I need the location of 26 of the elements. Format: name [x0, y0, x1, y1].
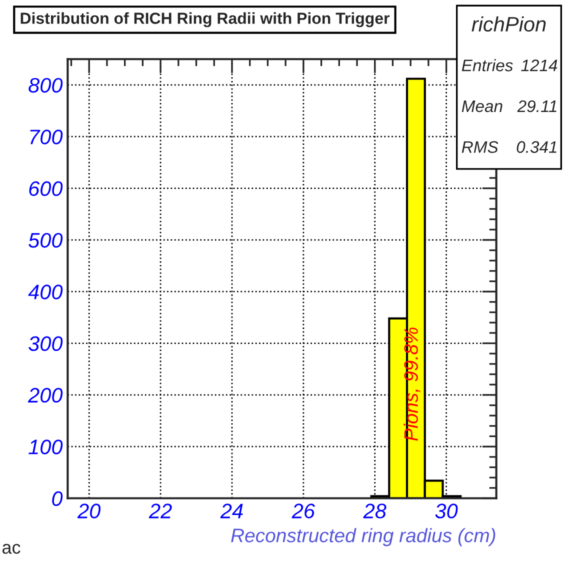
x-tick-label: 30 — [435, 504, 458, 518]
annotation: Entries — [462, 59, 513, 72]
text: 29.11 — [517, 100, 556, 112]
text: 0.341 — [516, 141, 556, 153]
x-tick-label: 20 — [77, 504, 101, 518]
x-axis-title: Reconstructed ring radius (cm) — [231, 528, 496, 546]
y-tick-label: 100 — [28, 440, 63, 454]
text: richPion — [472, 16, 546, 32]
y-tick-label: 700 — [30, 130, 63, 144]
y-tick-label: 0 — [52, 491, 63, 506]
annotation: RMS — [462, 141, 498, 153]
y-tick-label: 200 — [28, 388, 63, 403]
x-tick-label: 28 — [363, 504, 386, 518]
annotation: Mean — [462, 100, 502, 112]
y-tick-label: 300 — [28, 336, 63, 352]
y-tick-label: 500 — [28, 232, 63, 248]
x-tick-label: 24 — [220, 504, 243, 518]
annotation: Pions, 99.8% — [404, 328, 420, 441]
y-tick-label: 800 — [28, 78, 63, 93]
text: ac — [2, 544, 20, 554]
y-tick-label: 600 — [29, 181, 63, 196]
y-tick-label: 400 — [28, 284, 63, 300]
text: 1214 — [521, 60, 558, 72]
x-tick-label: 22 — [148, 504, 172, 518]
x-tick-label: 26 — [292, 504, 316, 518]
chart-title: Distribution of RICH Ring Radii with Pion Trigger — [20, 12, 390, 28]
